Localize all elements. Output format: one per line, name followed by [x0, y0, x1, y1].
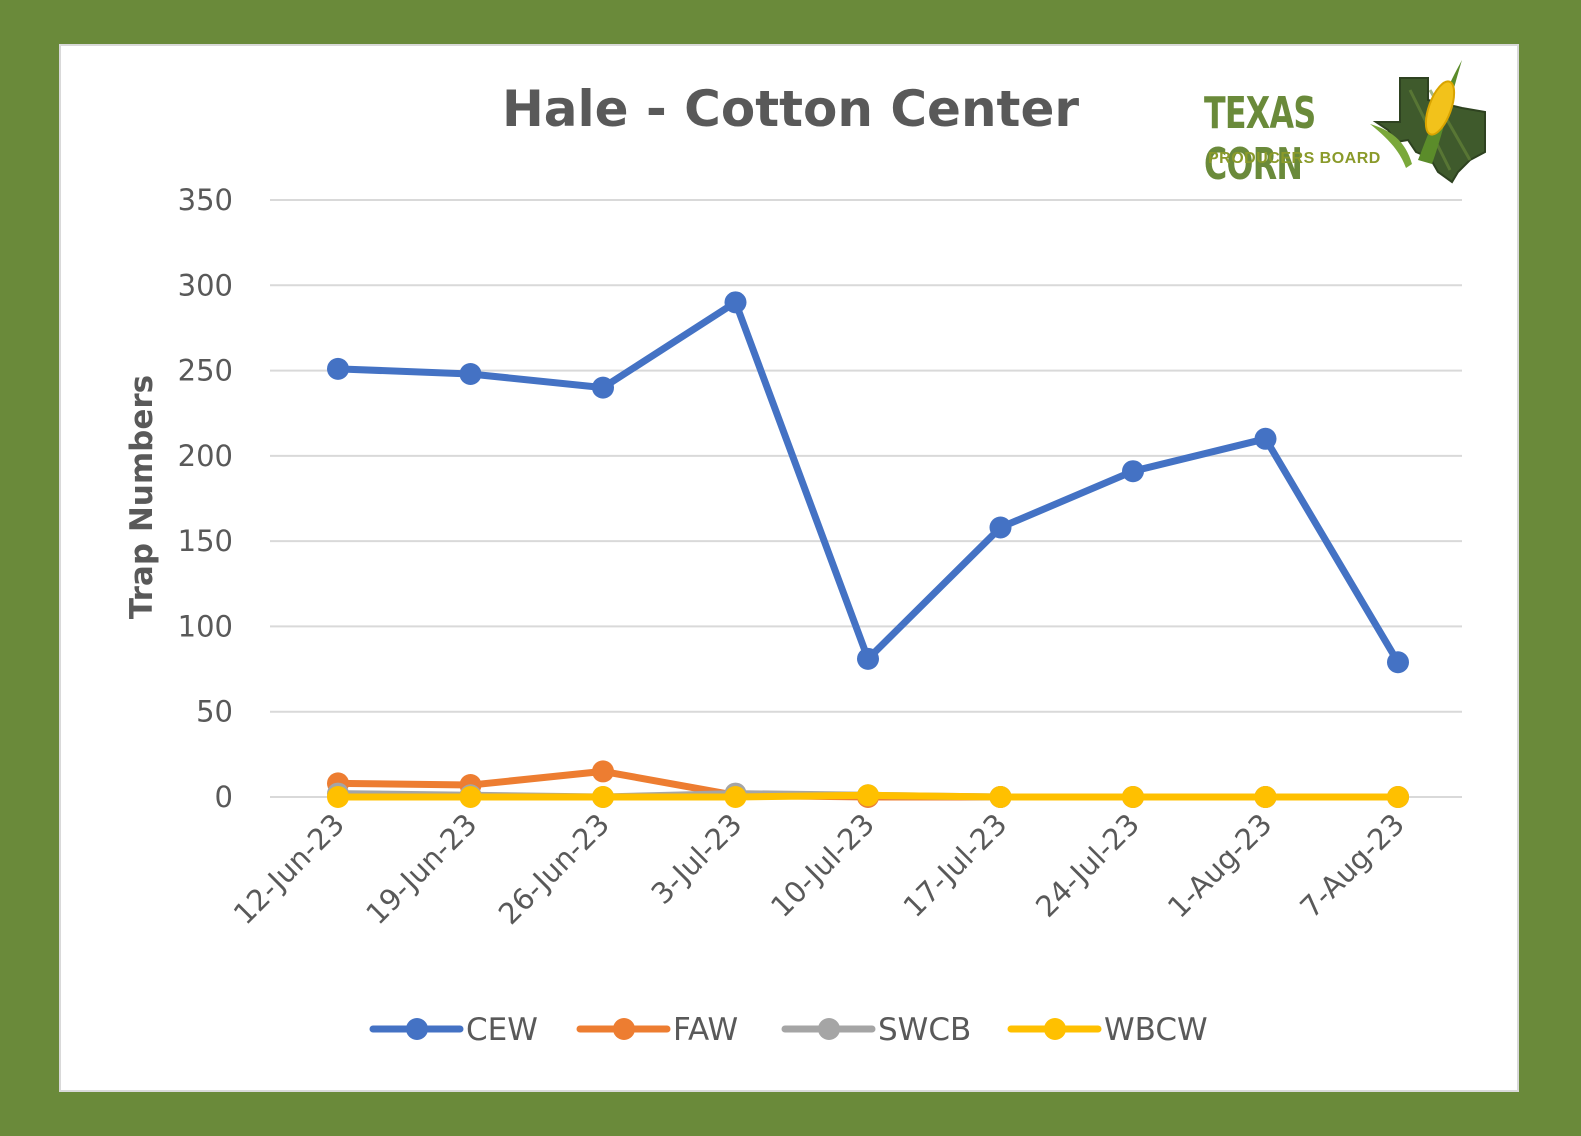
legend-swatch-marker: [1044, 1018, 1066, 1040]
texas-map-corn-icon: [1370, 60, 1486, 184]
data-point: [1254, 427, 1277, 450]
legend-item-cew: CEW: [369, 1012, 538, 1048]
data-point: [592, 376, 614, 399]
legend-swatch-marker: [818, 1018, 840, 1040]
legend-item-wbcw: WBCW: [1007, 1012, 1208, 1048]
chart-panel: [59, 44, 1519, 1092]
legend-label: SWCB: [878, 1012, 971, 1048]
texas-corn-logo: TEXAS CORN PRODUCERS BOARD: [1200, 60, 1500, 190]
x-tick-label: 7-Aug-23: [1293, 807, 1411, 925]
legend-swatch-marker: [613, 1018, 635, 1040]
data-point: [592, 760, 614, 783]
legend-label: WBCW: [1104, 1012, 1208, 1048]
x-tick-label: 12-Jun-23: [227, 807, 351, 931]
data-point: [857, 647, 879, 670]
logo-text-secondary: PRODUCERS BOARD: [1208, 150, 1381, 167]
chart-title: Hale - Cotton Center: [501, 80, 1080, 138]
data-point: [1122, 460, 1144, 483]
x-tick-label: 3-Jul-23: [645, 807, 749, 911]
series-cew: [327, 291, 1409, 674]
data-point: [592, 786, 614, 808]
x-tick-label: 1-Aug-23: [1161, 807, 1279, 925]
y-tick-label: 300: [178, 268, 233, 302]
data-point: [724, 786, 747, 808]
data-point: [1254, 786, 1277, 808]
y-tick-label: 50: [196, 695, 233, 729]
data-point: [724, 291, 747, 314]
x-tick-label: 19-Jun-23: [359, 807, 483, 931]
y-tick-label: 150: [178, 524, 233, 558]
data-point: [459, 362, 482, 385]
y-tick-label: 350: [178, 183, 233, 217]
y-axis-label: Trap Numbers: [124, 375, 160, 619]
legend-item-faw: FAW: [576, 1012, 738, 1048]
series-line: [334, 298, 1402, 666]
y-tick-label: 200: [178, 439, 233, 473]
x-tick-label: 26-Jun-23: [492, 807, 616, 931]
data-point: [857, 784, 879, 807]
y-tick-label: 250: [178, 354, 233, 388]
data-point: [1122, 786, 1144, 808]
logo-text-primary: TEXAS CORN: [1204, 88, 1316, 190]
y-tick-label: 0: [215, 780, 233, 814]
legend-item-swcb: SWCB: [781, 1012, 971, 1048]
series-lines: [327, 291, 1409, 808]
legend-label: CEW: [466, 1012, 538, 1048]
y-tick-label: 100: [178, 609, 233, 643]
data-point: [327, 786, 349, 808]
data-point: [1387, 786, 1409, 808]
x-tick-label: 10-Jul-23: [764, 807, 881, 924]
data-point: [459, 786, 482, 808]
legend: CEW FAW SWCB WBCW: [369, 1012, 1208, 1048]
x-tick-label: 24-Jul-23: [1029, 807, 1146, 924]
x-tick-label: 17-Jul-23: [897, 807, 1014, 924]
legend-swatch-marker: [406, 1018, 428, 1040]
legend-label: FAW: [673, 1012, 738, 1048]
data-point: [327, 357, 349, 380]
data-point: [989, 786, 1012, 808]
y-axis-ticks: 0 50 100 150 200 250 300 350: [178, 183, 233, 814]
gridlines: [270, 199, 1462, 798]
data-point: [1387, 651, 1409, 674]
series-wbcw: [327, 784, 1409, 808]
data-point: [989, 516, 1012, 539]
x-axis-ticks: 12-Jun-23 19-Jun-23 26-Jun-23 3-Jul-23 10-Ju…: [227, 807, 1411, 931]
